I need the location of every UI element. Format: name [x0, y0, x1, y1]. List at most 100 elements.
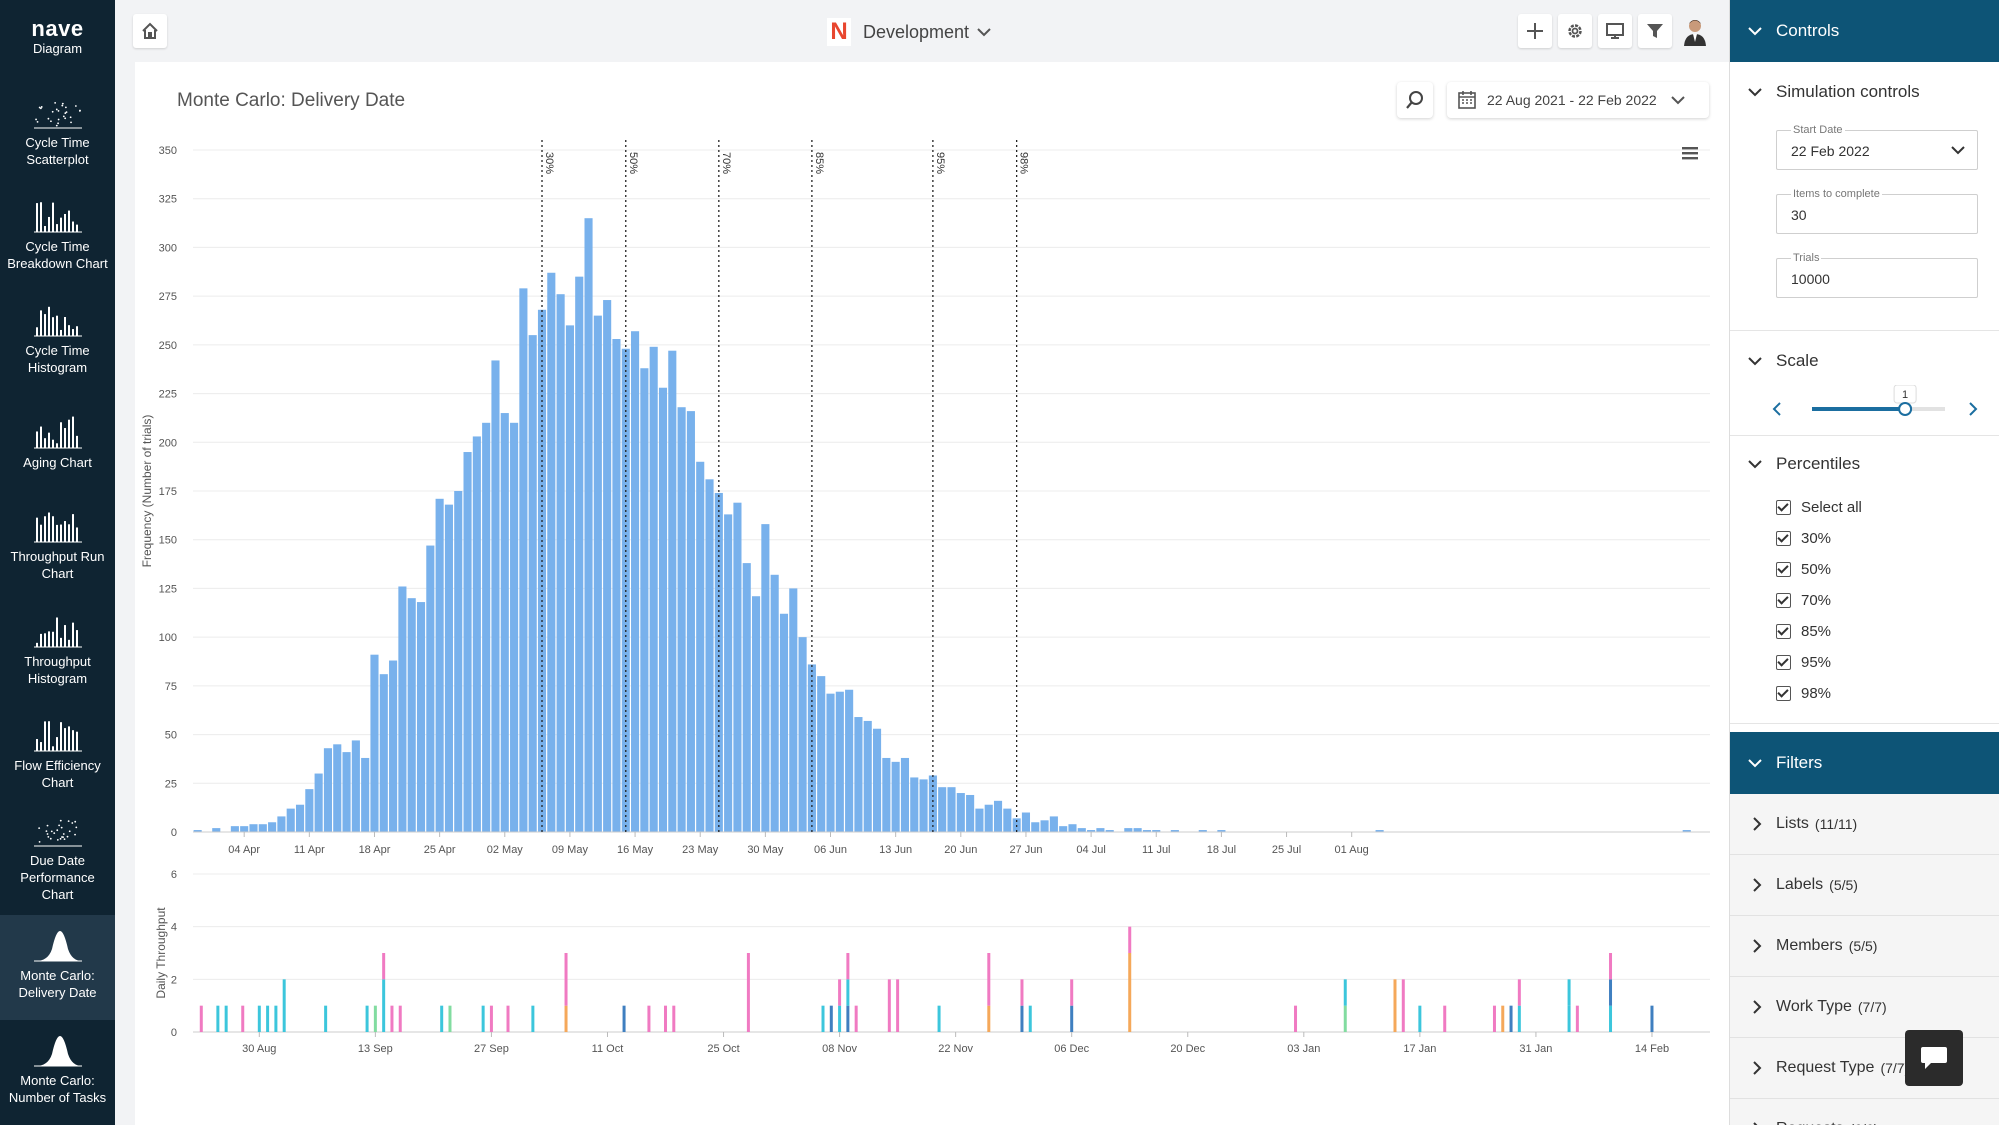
histogram-bar[interactable]: [910, 777, 919, 832]
histogram-bar[interactable]: [547, 272, 556, 832]
histogram-bar[interactable]: [500, 413, 509, 832]
chat-button[interactable]: [1905, 1030, 1963, 1086]
throughput-bar[interactable]: [887, 979, 891, 1032]
histogram-bar[interactable]: [938, 787, 947, 832]
throughput-bar[interactable]: [647, 1005, 651, 1032]
throughput-bar[interactable]: [1401, 979, 1405, 1032]
throughput-bar[interactable]: [1609, 953, 1613, 980]
sidebar-item-9[interactable]: Monte Carlo: Delivery Date: [0, 915, 115, 1020]
throughput-bar[interactable]: [266, 1005, 270, 1032]
histogram-bar[interactable]: [491, 360, 500, 832]
histogram-bar[interactable]: [872, 728, 882, 832]
settings-button[interactable]: [1558, 14, 1592, 48]
histogram-bar[interactable]: [575, 276, 584, 832]
histogram-bar[interactable]: [435, 498, 444, 832]
histogram-bar[interactable]: [389, 660, 398, 832]
percentile-checkbox-3[interactable]: 70%: [1776, 585, 1999, 616]
histogram-bar[interactable]: [1068, 824, 1077, 832]
histogram-bar[interactable]: [268, 822, 277, 832]
throughput-bar[interactable]: [1567, 979, 1571, 1006]
throughput-bar[interactable]: [1609, 1005, 1613, 1032]
throughput-bar[interactable]: [241, 1005, 245, 1032]
histogram-bar[interactable]: [826, 693, 835, 832]
throughput-bar[interactable]: [564, 953, 568, 1006]
throughput-bar[interactable]: [1020, 979, 1024, 1006]
scale-increase-icon[interactable]: [1969, 402, 1978, 416]
throughput-bar[interactable]: [1070, 979, 1074, 1006]
histogram-bar[interactable]: [277, 816, 286, 832]
histogram-bar[interactable]: [1124, 828, 1133, 832]
histogram-bar[interactable]: [249, 824, 258, 832]
histogram-bar[interactable]: [631, 331, 640, 832]
histogram-bar[interactable]: [1217, 830, 1226, 832]
histogram-bar[interactable]: [612, 339, 621, 832]
items-to-complete-field[interactable]: Items to complete 30: [1776, 188, 1978, 234]
throughput-bar[interactable]: [1567, 1005, 1571, 1032]
histogram-bar[interactable]: [212, 828, 221, 832]
histogram-bar[interactable]: [1170, 830, 1179, 832]
sidebar-item-1[interactable]: Cycle Time Scatterplot: [0, 92, 115, 168]
throughput-bar[interactable]: [382, 979, 386, 1032]
throughput-bar[interactable]: [896, 979, 900, 1032]
throughput-bar[interactable]: [1517, 979, 1521, 1006]
throughput-bar[interactable]: [1128, 926, 1132, 953]
histogram-bar[interactable]: [1087, 830, 1096, 832]
throughput-bar[interactable]: [1393, 979, 1397, 1032]
histogram-bar[interactable]: [761, 524, 770, 832]
throughput-bar[interactable]: [257, 1005, 261, 1032]
histogram-bar[interactable]: [1682, 830, 1691, 832]
histogram-bar[interactable]: [565, 325, 574, 832]
histogram-bar[interactable]: [472, 436, 481, 832]
throughput-bar[interactable]: [1343, 1005, 1347, 1032]
histogram-bar[interactable]: [528, 335, 537, 832]
histogram-bar[interactable]: [835, 691, 844, 832]
histogram-bar[interactable]: [258, 824, 267, 832]
throughput-bar[interactable]: [216, 1005, 220, 1032]
chart-menu-icon[interactable]: [1682, 157, 1698, 160]
histogram-bar[interactable]: [407, 598, 416, 832]
histogram-bar[interactable]: [603, 300, 612, 832]
histogram-bar[interactable]: [593, 315, 602, 833]
histogram-bar[interactable]: [658, 387, 668, 832]
histogram-bar[interactable]: [668, 350, 677, 832]
date-range-picker[interactable]: 22 Aug 2021 - 22 Feb 2022: [1447, 82, 1709, 118]
sidebar-item-0[interactable]: Diagram: [0, 40, 115, 57]
histogram-bar[interactable]: [724, 514, 733, 832]
throughput-bar[interactable]: [746, 953, 750, 1032]
throughput-bar[interactable]: [373, 1005, 377, 1032]
histogram-bar[interactable]: [1059, 826, 1068, 832]
histogram-bar[interactable]: [1152, 830, 1161, 832]
histogram-bar[interactable]: [714, 492, 723, 832]
controls-header[interactable]: Controls: [1730, 0, 1999, 62]
throughput-bar[interactable]: [1343, 979, 1347, 1006]
throughput-bar[interactable]: [440, 1005, 444, 1032]
histogram-bar[interactable]: [807, 664, 816, 832]
throughput-bar[interactable]: [1517, 1005, 1521, 1032]
throughput-bar[interactable]: [274, 1005, 278, 1032]
histogram-bar[interactable]: [370, 654, 379, 832]
sidebar-item-3[interactable]: Cycle Time Histogram: [0, 300, 115, 376]
filter-row-3[interactable]: Work Type (7/7): [1730, 977, 1999, 1038]
histogram-bar[interactable]: [416, 602, 426, 832]
throughput-bar[interactable]: [382, 953, 386, 980]
throughput-bar[interactable]: [987, 953, 991, 1006]
histogram-bar[interactable]: [230, 826, 239, 832]
percentile-checkbox-4[interactable]: 85%: [1776, 616, 1999, 647]
filters-header[interactable]: Filters: [1730, 732, 1999, 794]
percentile-checkbox-1[interactable]: 30%: [1776, 523, 1999, 554]
histogram-bar[interactable]: [640, 368, 649, 832]
sidebar-item-4[interactable]: Aging Chart: [0, 412, 115, 471]
throughput-bar[interactable]: [564, 1005, 568, 1032]
histogram-bar[interactable]: [798, 637, 807, 832]
zoom-button[interactable]: [1397, 82, 1433, 118]
percentile-checkbox-2[interactable]: 50%: [1776, 554, 1999, 585]
throughput-bar[interactable]: [1020, 1005, 1024, 1032]
histogram-bar[interactable]: [286, 808, 295, 832]
histogram-bar[interactable]: [677, 407, 686, 832]
throughput-bar[interactable]: [1575, 1005, 1579, 1032]
scale-header[interactable]: Scale: [1730, 331, 1999, 391]
histogram-bar[interactable]: [444, 504, 453, 832]
histogram-bar[interactable]: [361, 757, 370, 832]
histogram-bar[interactable]: [342, 752, 351, 832]
histogram-bar[interactable]: [975, 808, 984, 832]
